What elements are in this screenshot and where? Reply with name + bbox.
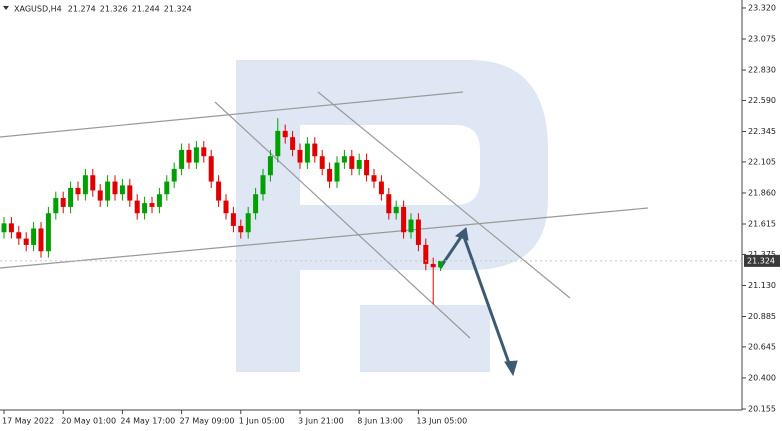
price-label: 21.324 (747, 256, 775, 265)
candle-body (223, 200, 229, 214)
header-value: 21.274 (68, 5, 96, 14)
y-tick-label: 22.345 (748, 127, 776, 136)
candle-body (23, 238, 29, 245)
dropdown-icon (3, 6, 9, 10)
y-tick-label: 21.615 (748, 220, 776, 229)
trend-lines (0, 91, 649, 339)
candle-body (171, 168, 177, 182)
candle-body (371, 175, 377, 182)
forecast-arrow (438, 227, 518, 377)
x-tick-label: 17 May 2022 (2, 417, 54, 426)
candle-body (378, 181, 384, 195)
x-tick-label: 20 May 01:00 (61, 417, 116, 426)
candle-body (82, 175, 88, 195)
candle-body (245, 213, 251, 233)
candle-body (134, 200, 140, 214)
header-value: 21.326 (100, 5, 128, 14)
candle-body (119, 185, 125, 195)
candle-body (356, 160, 362, 169)
candle-body (105, 181, 111, 201)
header-value: 21.324 (164, 5, 192, 14)
y-tick-label: 20.155 (748, 404, 776, 413)
candle-body (386, 194, 392, 214)
candle-body (186, 149, 192, 163)
candle-body (1, 223, 7, 233)
y-tick-label: 21.860 (748, 188, 776, 197)
candle-body (8, 223, 14, 233)
candle-body (216, 181, 222, 201)
y-tick-label: 22.105 (748, 157, 776, 166)
price-label-box (744, 254, 780, 267)
candle-body (341, 156, 347, 163)
candle-body (319, 156, 325, 169)
candle-body (112, 181, 118, 195)
candle-body (327, 168, 333, 182)
candle-body (334, 162, 340, 182)
x-tick-label: 24 May 17:00 (120, 417, 175, 426)
candle-body (349, 156, 355, 169)
candle-body (393, 206, 399, 214)
x-tick-label: 8 Jun 13:00 (357, 417, 403, 426)
y-tick-label: 20.885 (748, 312, 776, 321)
candle-body (127, 185, 133, 201)
candle-body (90, 175, 96, 191)
candle-body (275, 130, 281, 157)
candle-body (75, 187, 81, 195)
candle-body (68, 187, 74, 207)
candle-body (282, 130, 288, 138)
candle-body (142, 203, 148, 214)
candle-body (430, 263, 436, 268)
y-tick-label: 21.130 (748, 281, 776, 290)
candle-body (193, 147, 199, 163)
y-tick-label: 23.320 (748, 3, 776, 12)
candle-body (297, 149, 303, 163)
candle-body (31, 228, 37, 245)
candle-body (45, 213, 51, 252)
y-tick-label: 20.645 (748, 342, 776, 351)
candle-body (290, 137, 296, 150)
candle-body (149, 203, 155, 207)
candle-body (53, 198, 59, 214)
header-value: 21.244 (132, 5, 160, 14)
candle-body (253, 194, 259, 214)
candle-body (208, 156, 214, 182)
candle-body (260, 175, 266, 195)
chart-title: XAGUSD,H4 (14, 5, 62, 14)
candle-body (408, 219, 414, 233)
candle-body (179, 149, 185, 169)
candle-body (438, 260, 444, 268)
x-tick-label: 1 Jun 05:00 (239, 417, 285, 426)
candle-body (156, 194, 162, 207)
watermark (236, 60, 548, 372)
x-tick-label: 27 May 09:00 (180, 417, 235, 426)
x-tick-label: 3 Jun 21:00 (298, 417, 344, 426)
candle-body (16, 232, 22, 239)
candle-body (38, 228, 44, 252)
candle-body (364, 160, 370, 176)
candle-body (201, 147, 207, 157)
candle-body (238, 225, 244, 233)
candle-body (401, 206, 407, 233)
candle-body (60, 198, 66, 207)
candle-body (267, 156, 273, 176)
candle-body (164, 181, 170, 195)
x-tick-label: 13 Jun 05:00 (416, 417, 467, 426)
candle-body (304, 143, 310, 163)
candle-body (312, 143, 318, 157)
candle-body (415, 219, 421, 245)
y-tick-label: 21.375 (748, 250, 776, 259)
y-tick-label: 22.590 (748, 96, 776, 105)
candle-body (97, 190, 103, 201)
y-tick-label: 23.075 (748, 35, 776, 44)
y-tick-label: 20.400 (748, 373, 776, 382)
candle-body (230, 213, 236, 226)
y-tick-label: 22.830 (748, 66, 776, 75)
candle-body (423, 244, 429, 264)
